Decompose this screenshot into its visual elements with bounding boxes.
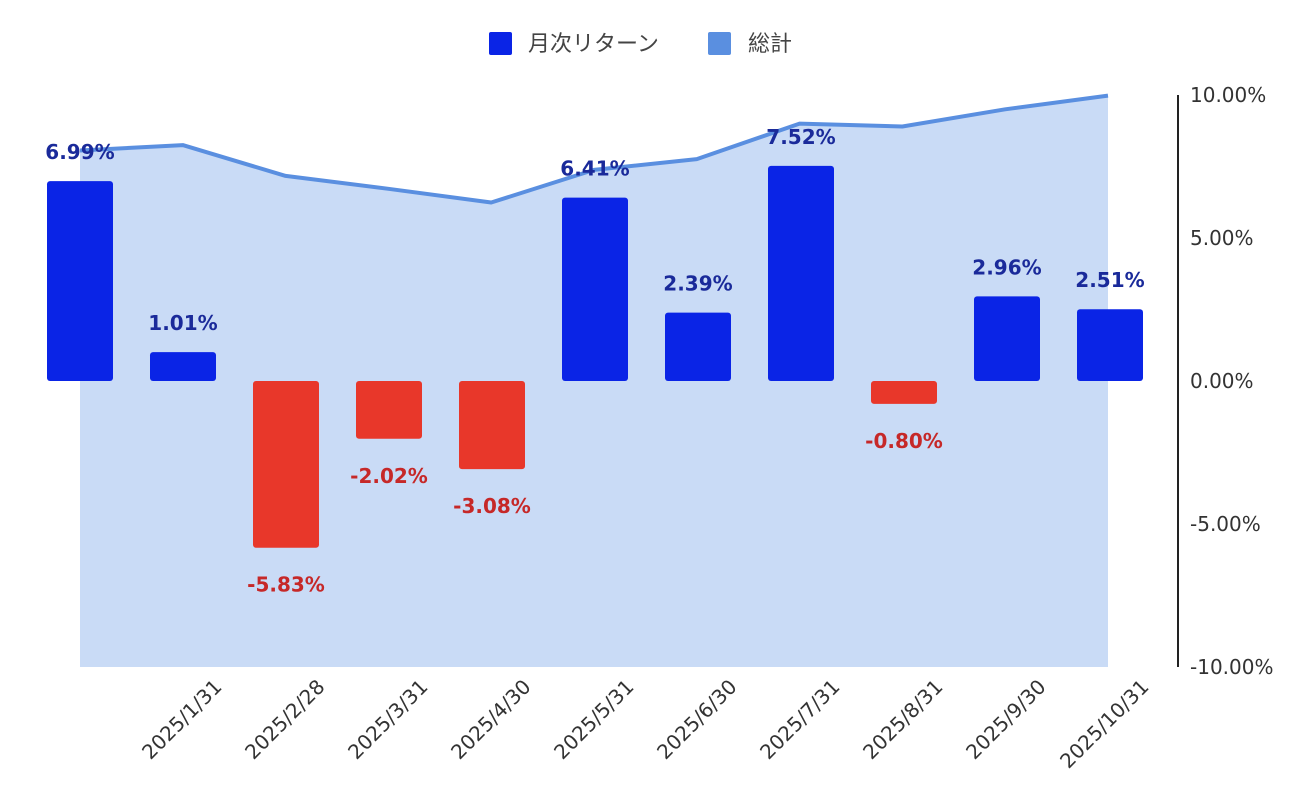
legend-label-monthly-return: 月次リターン	[528, 32, 659, 57]
x-axis: 2025/1/31 2025/2/28 2025/3/31 2025/4/30 2025…	[137, 675, 1153, 773]
data-label-7: 7.52%	[766, 125, 835, 149]
x-tick-label-7: 2025/7/31	[755, 675, 844, 764]
bar-0	[47, 181, 113, 381]
x-tick-label-3: 2025/3/31	[343, 675, 432, 764]
bar-5	[562, 197, 628, 381]
y-tick-label-1: 5.00%	[1190, 226, 1254, 250]
bar-1	[150, 352, 216, 381]
x-tick-label-1: 2025/1/31	[137, 675, 226, 764]
legend-swatch-monthly-return	[489, 32, 512, 55]
legend-label-total: 総計	[748, 32, 792, 57]
y-tick-label-0: 10.00%	[1190, 83, 1266, 107]
y-axis: 10.00% 5.00% 0.00% -5.00% -10.00%	[1177, 83, 1273, 679]
data-label-10: 2.51%	[1075, 268, 1144, 292]
bar-2	[253, 381, 319, 548]
data-label-6: 2.39%	[663, 272, 732, 296]
x-tick-label-2: 2025/2/28	[240, 675, 329, 764]
total-area-line	[79, 93, 1109, 205]
data-label-4: -3.08%	[453, 494, 531, 518]
data-label-3: -2.02%	[350, 464, 428, 488]
total-area-fill	[80, 95, 1108, 668]
x-tick-label-10: 2025/10/31	[1055, 675, 1153, 773]
data-label-1: 1.01%	[148, 311, 217, 335]
data-label-8: -0.80%	[865, 429, 943, 453]
bar-6	[665, 312, 731, 381]
y-tick-label-2: 0.00%	[1190, 369, 1254, 393]
x-tick-label-8: 2025/8/31	[858, 675, 947, 764]
bars-layer	[47, 165, 1143, 548]
y-tick-label-3: -5.00%	[1190, 512, 1261, 536]
total-area-layer	[79, 93, 1109, 668]
x-tick-label-9: 2025/9/30	[961, 675, 1050, 764]
legend-swatch-total	[708, 32, 731, 55]
data-label-5: 6.41%	[560, 157, 629, 181]
y-tick-label-4: -10.00%	[1190, 655, 1273, 679]
bar-3	[356, 381, 422, 439]
x-tick-label-6: 2025/6/30	[652, 675, 741, 764]
bar-8	[871, 381, 937, 404]
bar-4	[459, 381, 525, 470]
data-labels-layer: 6.99% 1.01% -5.83% -2.02% -3.08% 6.41% 2.39% 7.…	[45, 125, 1144, 597]
x-tick-label-5: 2025/5/31	[549, 675, 638, 764]
x-tick-label-4: 2025/4/30	[446, 675, 535, 764]
data-label-9: 2.96%	[972, 255, 1041, 279]
data-label-0: 6.99%	[45, 140, 114, 164]
bar-9	[974, 296, 1040, 381]
data-label-2: -5.83%	[247, 573, 325, 597]
bar-10	[1077, 309, 1143, 381]
legend: 月次リターン 総計	[489, 32, 792, 57]
bar-7	[768, 165, 834, 381]
